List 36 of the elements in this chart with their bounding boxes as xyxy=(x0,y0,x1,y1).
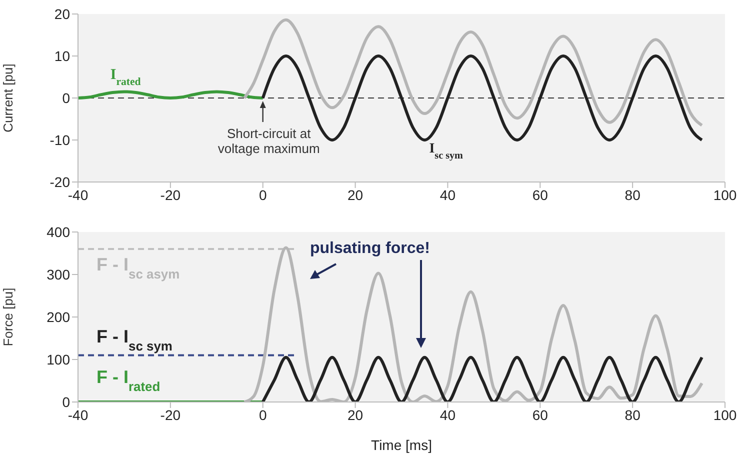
x-tick-label: 0 xyxy=(258,406,267,423)
x-tick-label: 60 xyxy=(532,406,548,423)
legend-label: F - I$_{sc asym}$ xyxy=(96,254,180,281)
y-axis-title: Current [pu] xyxy=(0,64,16,132)
series-label: I$_{rated}$ xyxy=(110,67,141,88)
x-tick-label: 100 xyxy=(713,186,737,203)
y-axis-title: Force [pu] xyxy=(0,288,16,346)
x-tick-label: 60 xyxy=(532,186,548,203)
y-tick-label: 20 xyxy=(54,6,70,22)
y-tick-label: 100 xyxy=(46,351,70,368)
x-tick-label: 0 xyxy=(258,186,267,203)
x-tick-label: -40 xyxy=(68,186,88,203)
y-tick-label: 200 xyxy=(46,308,70,325)
x-tick-label: 20 xyxy=(347,186,364,203)
text: F - I$_{sc sym}$ xyxy=(96,326,172,353)
x-tick-label: 100 xyxy=(713,406,737,423)
x-tick-label: 40 xyxy=(440,406,456,423)
y-tick-label: 10 xyxy=(54,48,70,64)
x-tick-label: 80 xyxy=(624,406,641,423)
series-label: I$_{sc sym}$ xyxy=(429,142,464,162)
x-tick-label: -20 xyxy=(160,406,181,423)
y-tick-label: 0 xyxy=(62,90,70,106)
series-label: F - I$_{rated}$ xyxy=(96,366,160,394)
y-tick-label: -10 xyxy=(50,132,70,148)
annotation: pulsating force! xyxy=(310,240,430,258)
annotation: Short-circuit at voltage maximum xyxy=(218,126,320,156)
y-tick-label: 0 xyxy=(62,394,70,410)
x-tick-label: 80 xyxy=(624,186,641,203)
x-axis-title: Time [ms] xyxy=(371,437,432,453)
x-tick-label: -40 xyxy=(68,406,88,423)
y-tick-label: 300 xyxy=(46,266,70,282)
x-tick-label: 20 xyxy=(347,406,364,423)
x-tick-label: 40 xyxy=(440,186,456,203)
y-tick-label: -20 xyxy=(50,174,70,190)
x-tick-label: -20 xyxy=(160,186,181,203)
y-tick-label: 400 xyxy=(46,224,70,240)
